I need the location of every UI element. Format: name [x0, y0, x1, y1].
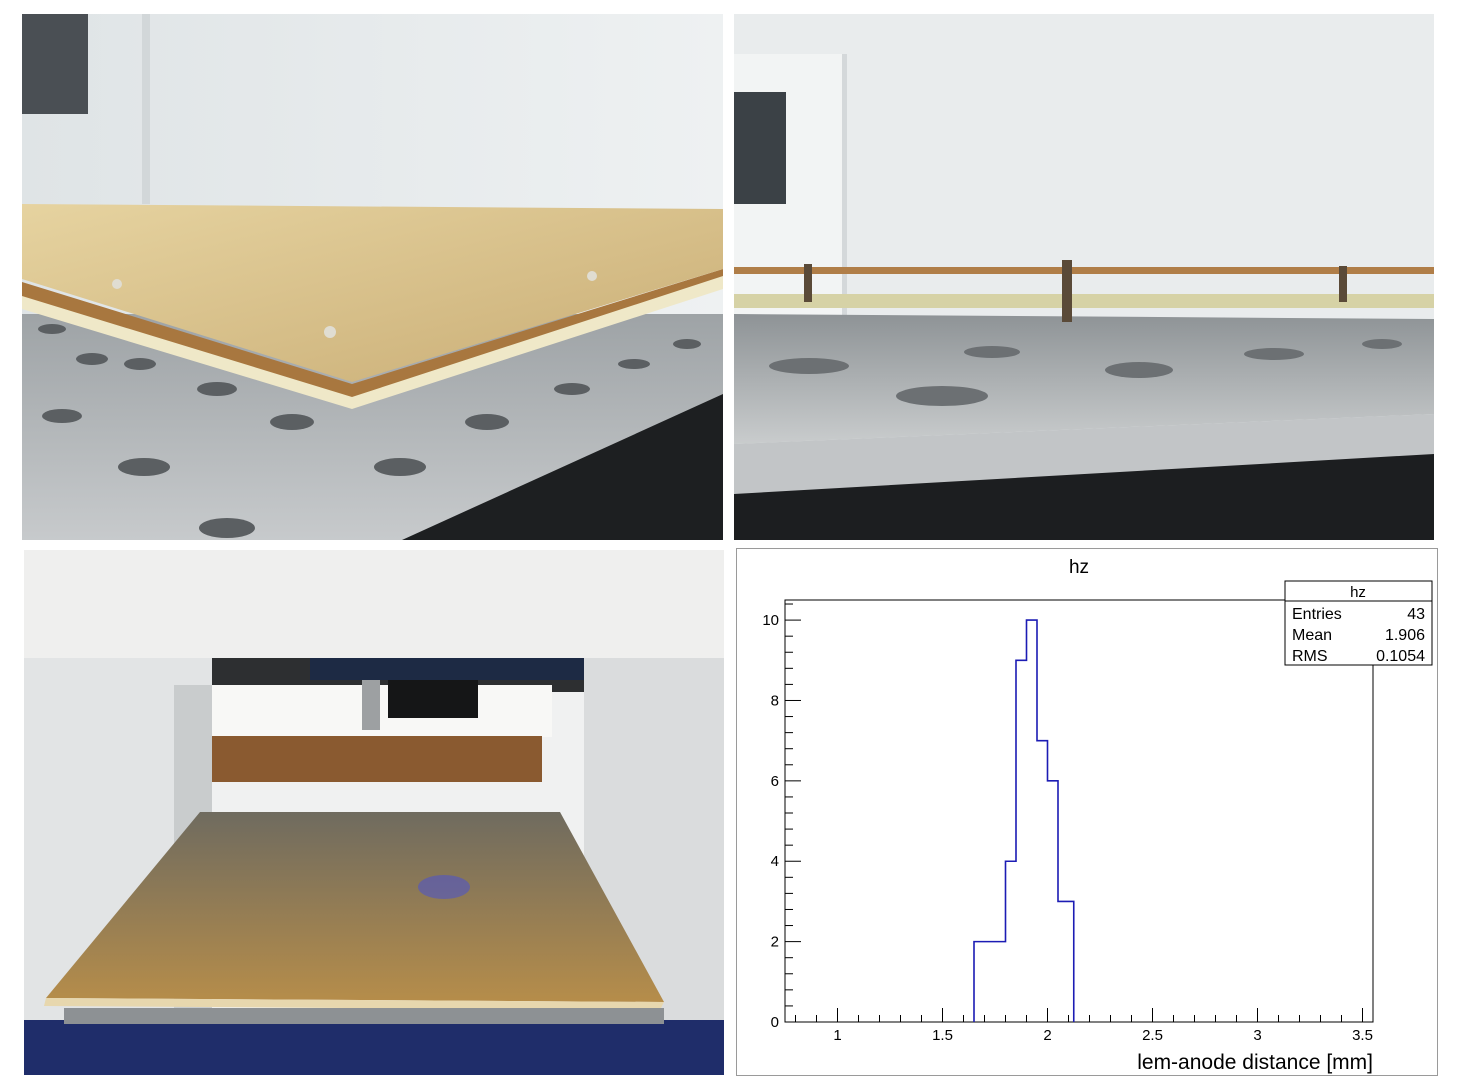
histogram-series — [973, 619, 1075, 1022]
histogram-outline — [973, 619, 1075, 1022]
stats-box: hz Entries 43 Mean 1.906 RMS 0.1054 — [1284, 580, 1433, 666]
histogram-bin — [1027, 620, 1038, 1022]
chart-title: hz — [1069, 557, 1089, 578]
histogram-chart: hz 1 1.5 2 2.5 3 3.5 0 2 4 6 8 10 lem-anode distanc… — [762, 557, 1433, 1074]
histogram-bin — [1016, 660, 1027, 1022]
stats-rms-value: 0.1054 — [1376, 648, 1425, 665]
stats-entries-value: 43 — [1407, 606, 1425, 623]
x-tick-label: 3.5 — [1352, 1027, 1373, 1044]
y-tick-label: 6 — [771, 773, 779, 790]
histogram-bin — [974, 942, 990, 1022]
x-axis-label: lem-anode distance [mm] — [1137, 1051, 1373, 1074]
y-tick-label: 0 — [771, 1014, 779, 1031]
stats-entries-label: Entries — [1292, 606, 1342, 623]
stats-mean-value: 1.906 — [1385, 627, 1425, 644]
y-tick-label: 4 — [771, 853, 779, 870]
y-tick-label: 2 — [771, 934, 779, 951]
stats-mean-label: Mean — [1292, 627, 1332, 644]
histogram-bin — [1058, 901, 1074, 1022]
x-tick-label: 3 — [1253, 1027, 1261, 1044]
x-tick-label: 1.5 — [932, 1027, 953, 1044]
photo-measuring-machine — [24, 550, 724, 1075]
plot-frame — [784, 599, 1374, 1023]
histogram-bin — [990, 942, 1006, 1022]
histogram-bin — [1048, 781, 1059, 1022]
stats-box-title: hz — [1350, 584, 1366, 601]
photo-lem-anode-corner — [22, 14, 723, 540]
photo-lem-anode-side — [734, 14, 1434, 540]
axes: 1 1.5 2 2.5 3 3.5 0 2 4 6 8 10 — [762, 603, 1373, 1044]
histogram-bin — [1006, 861, 1017, 1022]
histogram-bin — [1037, 741, 1048, 1022]
y-tick-label: 10 — [762, 612, 779, 629]
x-tick-label: 2 — [1043, 1027, 1051, 1044]
y-tick-label: 8 — [771, 692, 779, 709]
x-tick-label: 2.5 — [1142, 1027, 1163, 1044]
stats-rms-label: RMS — [1292, 648, 1328, 665]
histogram-panel: hz 1 1.5 2 2.5 3 3.5 0 2 4 6 8 10 lem-anode distanc… — [736, 548, 1438, 1076]
x-tick-label: 1 — [833, 1027, 841, 1044]
